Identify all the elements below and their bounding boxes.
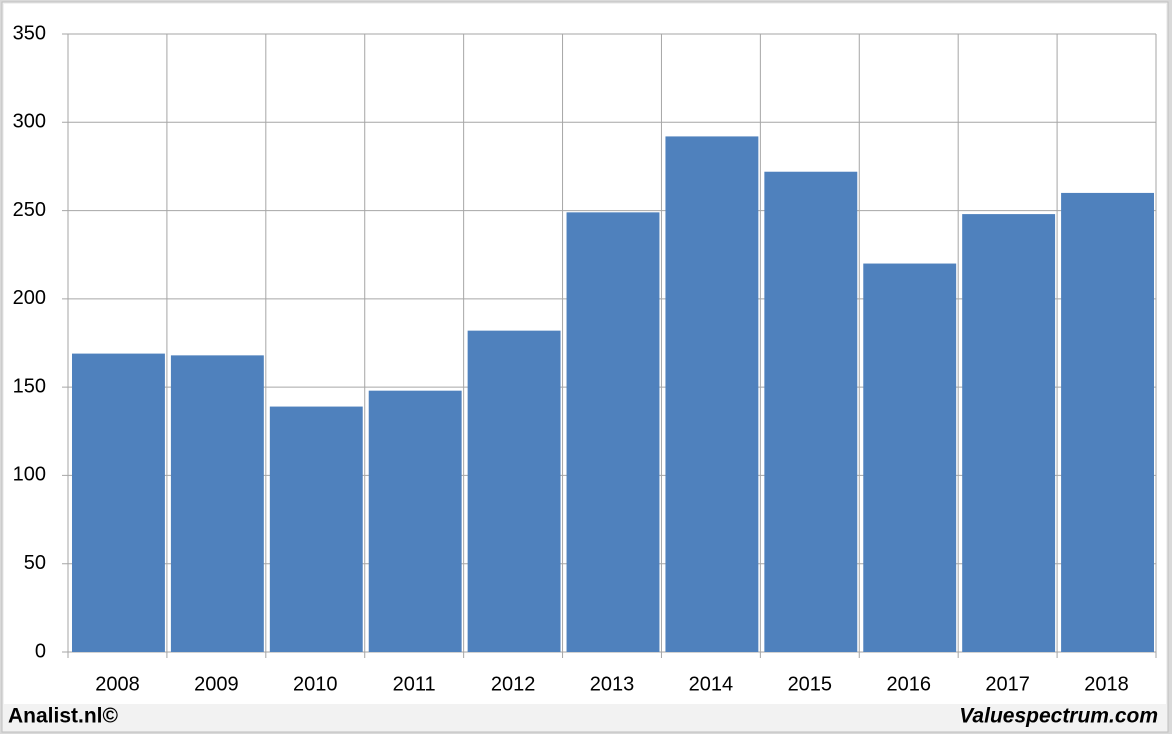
x-tick-label: 2014 <box>689 673 734 695</box>
x-tick-label: 2017 <box>985 673 1030 695</box>
y-tick-label: 150 <box>13 375 46 397</box>
bar <box>368 390 462 652</box>
y-tick-label: 0 <box>35 640 46 662</box>
bar <box>764 171 858 652</box>
x-tick-label: 2016 <box>886 673 931 695</box>
x-tick-label: 2012 <box>491 673 536 695</box>
y-tick-label: 350 <box>13 22 46 44</box>
footer-left: Analist.nl© <box>8 705 119 728</box>
y-tick-label: 200 <box>13 287 46 309</box>
x-tick-label: 2009 <box>194 673 239 695</box>
bar <box>1061 192 1154 652</box>
bar <box>467 330 561 652</box>
x-tick-label: 2018 <box>1084 673 1129 695</box>
x-tick-label: 2013 <box>590 673 635 695</box>
bar <box>863 263 957 652</box>
bar <box>72 353 165 652</box>
bar <box>665 136 759 652</box>
x-tick-label: 2015 <box>788 673 833 695</box>
bar <box>170 355 264 652</box>
x-tick-label: 2008 <box>95 673 140 695</box>
bar <box>566 212 660 652</box>
y-tick-label: 50 <box>24 552 46 574</box>
footer-right: Valuespectrum.com <box>959 705 1158 728</box>
x-tick-label: 2010 <box>293 673 338 695</box>
y-tick-label: 100 <box>13 464 46 486</box>
y-tick-label: 300 <box>13 111 46 133</box>
bar <box>269 406 363 652</box>
x-tick-label: 2011 <box>393 673 436 695</box>
y-tick-label: 250 <box>13 199 46 221</box>
bar <box>962 214 1056 653</box>
